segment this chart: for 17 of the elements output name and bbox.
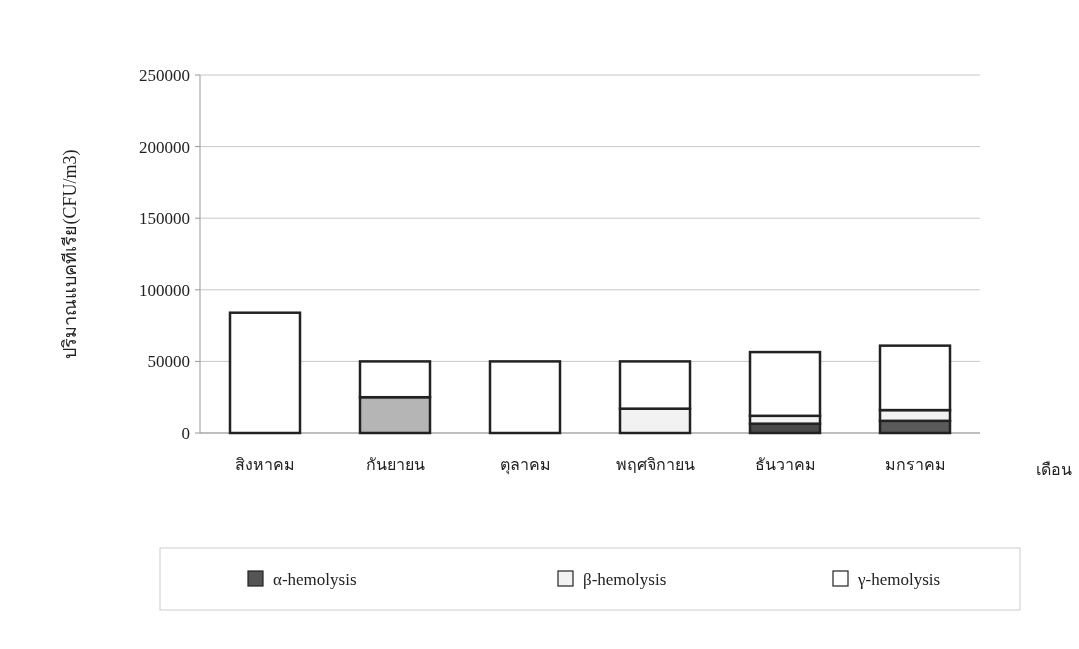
- y-tick-label: 100000: [139, 280, 190, 300]
- x-tick-label: มกราคม: [884, 456, 946, 473]
- x-tick-label: พฤศจิกายน: [615, 456, 695, 473]
- x-axis-title: เดือน: [1036, 461, 1072, 478]
- legend-label: γ-hemolysis: [857, 570, 941, 589]
- x-tick-label: ธันวาคม: [754, 456, 816, 473]
- x-tick-label: ตุลาคม: [499, 456, 551, 475]
- y-tick-label: 50000: [147, 352, 190, 372]
- legend-label: β-hemolysis: [583, 570, 667, 589]
- x-tick-label: สิงหาคม: [235, 456, 295, 473]
- y-tick-label: 150000: [139, 209, 190, 229]
- x-tick-label: กันยายน: [365, 456, 425, 473]
- legend-label: α-hemolysis: [273, 570, 357, 589]
- y-tick-label: 250000: [139, 66, 190, 85]
- y-tick-label: 0: [181, 424, 190, 443]
- y-axis-title: ปริมาณแบคทีเรีย(CFU/m3): [60, 149, 81, 359]
- y-tick-label: 200000: [139, 137, 190, 157]
